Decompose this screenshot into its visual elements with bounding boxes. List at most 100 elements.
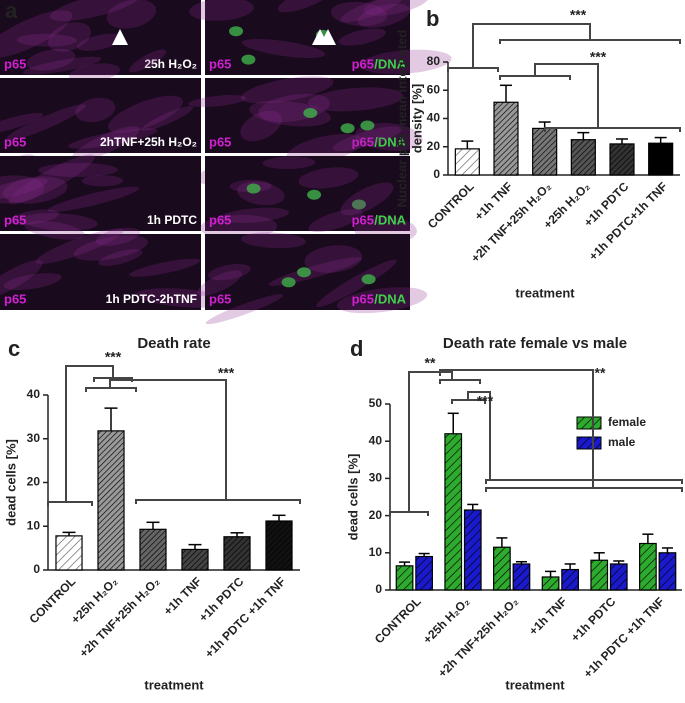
y-tick-label: 20: [427, 139, 441, 153]
cell-signal: [200, 214, 278, 240]
bar: [463, 509, 482, 591]
panel-label: a: [5, 0, 18, 23]
y-tick-label: 0: [33, 562, 40, 576]
y-axis-label: Nuclear p65 mean integrated: [394, 30, 409, 208]
cell-signal: [3, 273, 62, 291]
cell-signal: [298, 167, 359, 189]
y-axis-label: density [%]: [409, 84, 424, 153]
significance-bracket: [85, 387, 137, 392]
x-tick-label: +1h TNF: [526, 594, 570, 638]
x-tick-label: +1h PDTC +1h TNF: [581, 594, 667, 680]
significance-bracket: [109, 379, 227, 500]
bar: [541, 576, 560, 591]
cell-signal: [240, 110, 282, 142]
error-bar: [62, 531, 76, 536]
cell-signal: [304, 245, 363, 273]
arrowhead: [320, 29, 336, 45]
x-tick-label: CONTROL: [372, 594, 424, 646]
bar: [493, 546, 511, 591]
error-bar: [461, 140, 474, 149]
significance-label: ***: [218, 365, 235, 381]
dna-label: /DNA: [374, 56, 406, 71]
cell-signal: [26, 48, 76, 71]
cell-signal: [73, 235, 148, 261]
cell-signal: [0, 112, 44, 135]
bar: [415, 555, 433, 591]
cell-signal: [336, 287, 428, 314]
x-tick-label: +25h H₂O₂: [420, 594, 472, 646]
cell-signal: [2, 176, 68, 204]
x-tick-label: +1h TNF: [161, 574, 205, 618]
cell-signal: [108, 95, 184, 133]
cell-signal: [277, 0, 334, 13]
condition-label: 2hTNF+25h H₂O₂: [100, 135, 197, 149]
cell-signal: [219, 207, 290, 223]
nucleus: [246, 183, 261, 194]
micrograph: [0, 78, 201, 153]
significance-bracket: [534, 63, 599, 128]
cell-signal: [0, 260, 43, 299]
error-bar: [500, 84, 512, 103]
condition-label: 1h PDTC: [147, 213, 197, 227]
x-tick-label: +2h TNF+25h H₂O₂: [435, 594, 521, 680]
y-axis-label: dead cells [%]: [345, 454, 360, 541]
arrowhead: [520, 29, 536, 45]
bar: [181, 548, 209, 571]
x-tick-label: +2h TNF+25h H₂O₂: [77, 574, 163, 660]
x-tick-label: +1h PDTC: [568, 594, 618, 644]
cell-signal: [98, 249, 143, 266]
micrograph: [0, 0, 201, 75]
cell-signal: [331, 1, 388, 26]
error-bar: [418, 552, 430, 557]
error-bar: [515, 560, 527, 564]
cell-signal: [0, 175, 45, 204]
dna-label: /DNA: [374, 212, 406, 227]
y-tick-label: 60: [427, 82, 441, 96]
cell-signal: [35, 228, 124, 264]
cell-signal: [47, 22, 91, 52]
chart-title: Death rate: [137, 335, 210, 352]
cell-signal: [355, 122, 423, 151]
cell-signal: [316, 259, 397, 308]
cell-signal: [207, 263, 251, 281]
marker-label: p65: [209, 212, 231, 227]
condition-label: 25h H₂O₂: [144, 57, 197, 71]
micrograph: [0, 156, 201, 231]
cell-signal: [141, 106, 194, 131]
y-tick-label: 30: [369, 471, 383, 485]
error-bar: [496, 537, 508, 548]
cell-signal: [9, 209, 60, 226]
cell-signal: [340, 0, 404, 23]
cell-signal: [307, 87, 404, 112]
marker-label: p65: [209, 56, 231, 71]
x-axis-label: treatment: [515, 285, 575, 300]
legend-label: female: [608, 415, 646, 429]
nucleus: [351, 199, 366, 210]
marker-label: p65: [4, 56, 26, 71]
panel-label: b: [426, 6, 439, 31]
significance-bracket: [135, 499, 301, 504]
marker-label: p65: [209, 291, 231, 306]
cell-signal: [357, 3, 411, 28]
cell-signal: [49, 0, 141, 22]
significance-label: ***: [477, 393, 494, 409]
legend-swatch: [576, 416, 602, 430]
bar: [493, 101, 519, 176]
cell-signal: [340, 182, 394, 216]
cell-signal: [189, 0, 254, 21]
cell-signal: [0, 177, 48, 200]
x-axis-label: treatment: [144, 677, 204, 692]
error-bar: [613, 560, 625, 564]
significance-label: ***: [570, 7, 587, 23]
significance-label: ***: [590, 49, 607, 65]
marker-label: p65: [352, 212, 374, 227]
significance-bracket: [467, 391, 491, 480]
significance-bracket: [447, 67, 499, 72]
cell-signal: [360, 49, 452, 75]
cell-signal: [5, 104, 86, 141]
cell-signal: [332, 126, 403, 152]
nucleus: [307, 189, 322, 200]
marker-label: p65: [352, 56, 374, 71]
error-bar: [654, 136, 667, 144]
chart-title: Death rate female vs male: [443, 335, 627, 352]
